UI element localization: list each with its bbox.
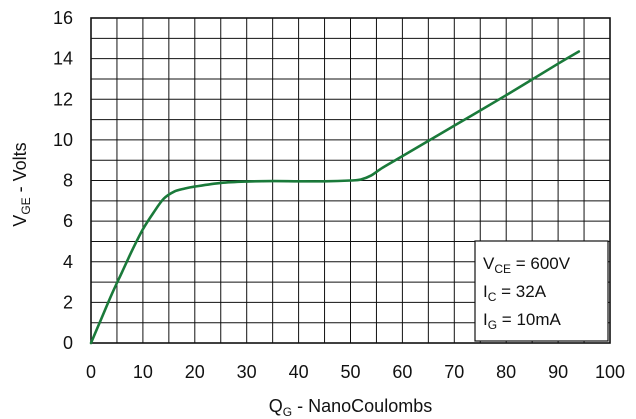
series-line-0 bbox=[89, 50, 581, 345]
x-tick-label: 100 bbox=[595, 362, 625, 382]
legend-line-vce: VCE = 600V bbox=[483, 254, 571, 276]
y-tick-label: 10 bbox=[53, 130, 73, 150]
y-tick-label: 4 bbox=[63, 252, 73, 272]
x-tick-label: 50 bbox=[340, 362, 360, 382]
x-tick-label: 70 bbox=[444, 362, 464, 382]
series-group bbox=[89, 50, 581, 345]
legend-line-ic: IC = 32A bbox=[483, 282, 547, 304]
y-tick-label: 0 bbox=[63, 333, 73, 353]
y-tick-label: 2 bbox=[63, 292, 73, 312]
x-tick-label: 60 bbox=[392, 362, 412, 382]
conditions-legend: VCE = 600V IC = 32A IG = 10mA bbox=[474, 240, 609, 342]
x-axis-title: QG - NanoCoulombs bbox=[269, 396, 432, 419]
y-tick-label: 8 bbox=[63, 171, 73, 191]
x-tick-label: 40 bbox=[289, 362, 309, 382]
x-tick-label: 20 bbox=[185, 362, 205, 382]
y-axis-title: VGE - Volts bbox=[10, 142, 33, 226]
y-tick-label: 16 bbox=[53, 8, 73, 28]
y-tick-label: 6 bbox=[63, 211, 73, 231]
x-tick-label: 80 bbox=[496, 362, 516, 382]
x-tick-label: 90 bbox=[548, 362, 568, 382]
y-tick-label: 14 bbox=[53, 49, 73, 69]
x-tick-label: 10 bbox=[133, 362, 153, 382]
y-tick-label: 12 bbox=[53, 89, 73, 109]
plot-frame bbox=[90, 17, 611, 344]
legend-line-ig: IG = 10mA bbox=[483, 310, 562, 332]
y-axis-ticks: 0 2 4 6 8 10 12 14 16 bbox=[53, 8, 73, 353]
x-axis-ticks: 0 10 20 30 40 50 60 70 80 90 100 bbox=[86, 362, 625, 382]
x-tick-label: 30 bbox=[237, 362, 257, 382]
conditions-legend-box bbox=[474, 240, 609, 342]
x-tick-label: 0 bbox=[86, 362, 96, 382]
